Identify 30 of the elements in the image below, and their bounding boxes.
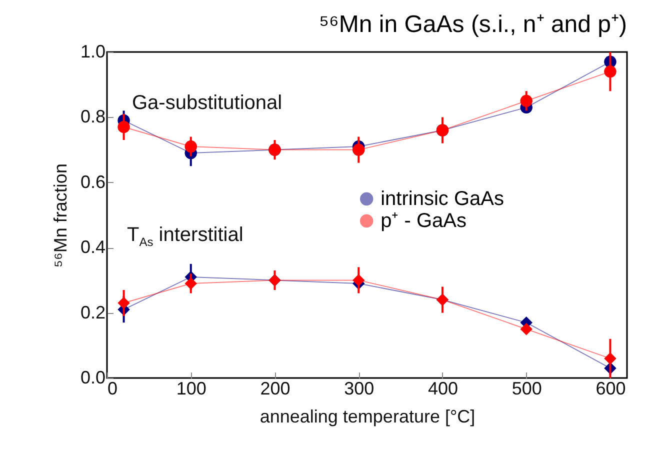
y-tick-label: 0.6 — [80, 172, 106, 192]
x-tick-label: 600 — [596, 378, 626, 398]
legend-label: p⁺ - GaAs — [380, 210, 467, 232]
y-tick-label: 0.2 — [80, 302, 106, 322]
point — [352, 144, 365, 156]
x-tick-label: 400 — [428, 378, 458, 398]
point — [118, 120, 130, 134]
point — [520, 94, 532, 108]
chart-title: ⁵⁶Mn in GaAs (s.i., n⁺ and p⁺) — [319, 11, 627, 38]
x-tick-label: 500 — [512, 378, 542, 398]
y-tick-label: 0.4 — [80, 237, 106, 258]
y-tick-label: 1.0 — [80, 42, 106, 62]
point — [604, 352, 616, 365]
x-tick-label: 200 — [260, 378, 290, 398]
point — [604, 65, 616, 78]
point — [184, 277, 197, 290]
x-axis-title: annealing temperature [°C] — [260, 406, 476, 426]
y-axis-title: ⁵⁶Mn fraction — [50, 164, 70, 268]
x-tick-label: 100 — [176, 378, 206, 398]
point — [520, 322, 532, 336]
point — [118, 296, 130, 310]
point — [352, 274, 365, 286]
annotation: T$_{As}$ interstitial — [127, 224, 244, 249]
y-tick-label: 0.0 — [80, 368, 106, 388]
annotation: Ga-substitutional — [132, 92, 282, 115]
x-tick-label: 300 — [344, 378, 374, 398]
y-tick-label: 0.8 — [80, 106, 106, 127]
point — [184, 140, 197, 153]
legend-label: intrinsic GaAs — [380, 188, 504, 210]
x-tick-label: 0 — [108, 378, 118, 398]
